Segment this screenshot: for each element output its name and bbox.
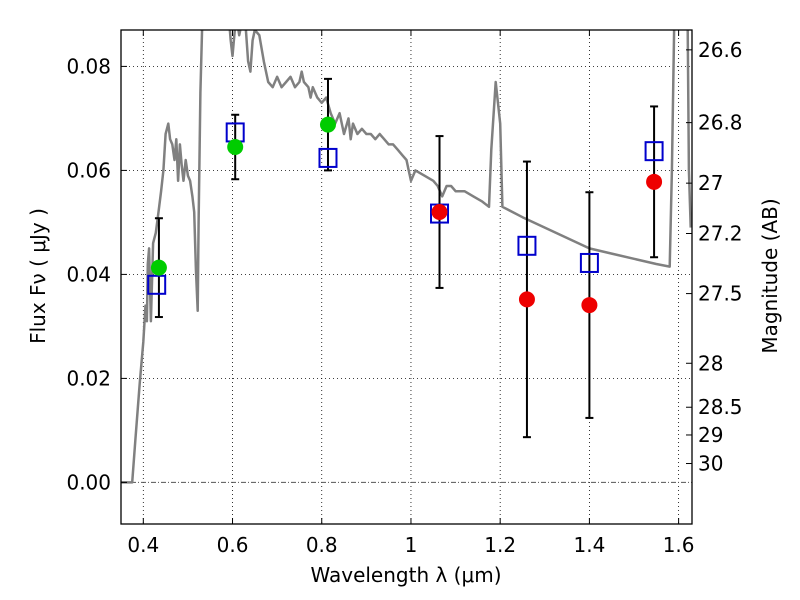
x-tick-label: 0.6 (217, 533, 249, 557)
observed-point-red (431, 204, 448, 220)
tick-labels: 0.4 0.6 0.8 1 1.2 1.4 1.6 0.00 0.02 0.04 0.06 0.08 2… (66, 38, 742, 557)
x-tick-label: 0.8 (306, 533, 338, 557)
magnitude-tick-label: 28 (698, 351, 723, 375)
y-axis-title: Flux Fν ( μJy ) (26, 208, 50, 344)
right-y-axis-title: Magnitude (AB) (758, 198, 782, 353)
observed-point-green (150, 259, 167, 276)
model-square-marker (318, 147, 338, 168)
observed-photometry-points (150, 116, 663, 314)
y-tick-label: 0.08 (66, 54, 111, 78)
magnitude-tick-label: 26.6 (698, 38, 743, 62)
sed-model-curve (121, 30, 692, 484)
grid (121, 30, 692, 524)
x-axis-title: Wavelength λ (μm) (310, 563, 501, 587)
observed-point-red (581, 297, 598, 314)
observed-point-green (227, 139, 244, 155)
x-tick-label: 0.4 (127, 533, 159, 557)
magnitude-tick-label: 29 (698, 423, 723, 447)
x-tick-label: 1.4 (573, 533, 605, 557)
magnitude-tick-label: 27 (698, 171, 723, 195)
model-square-marker (517, 235, 537, 256)
magnitude-tick-label: 28.5 (698, 395, 743, 419)
x-tick-label: 1 (405, 533, 418, 557)
axis-ticks (121, 30, 692, 524)
magnitude-tick-label: 27.5 (698, 282, 743, 306)
observed-point-red (518, 291, 535, 308)
y-tick-label: 0.06 (66, 158, 111, 182)
observed-point-green (319, 116, 336, 133)
magnitude-tick-label: 30 (698, 452, 723, 476)
y-tick-label: 0.02 (66, 366, 111, 390)
observed-point-red (646, 173, 663, 190)
model-square-marker (579, 252, 599, 273)
sed-curve-line (121, 30, 676, 484)
model-photometry-squares (147, 122, 664, 295)
plot-frame (120, 29, 693, 525)
magnitude-tick-label: 27.2 (698, 221, 743, 245)
y-tick-label: 0.00 (66, 470, 111, 494)
x-tick-label: 1.2 (484, 533, 516, 557)
magnitude-tick-label: 26.8 (698, 111, 743, 135)
x-tick-label: 1.6 (663, 533, 695, 557)
model-square-marker (147, 274, 167, 295)
error-bars (154, 77, 659, 439)
sed-curve-edge (686, 30, 692, 228)
y-tick-label: 0.04 (66, 262, 111, 286)
model-square-marker (644, 141, 664, 162)
